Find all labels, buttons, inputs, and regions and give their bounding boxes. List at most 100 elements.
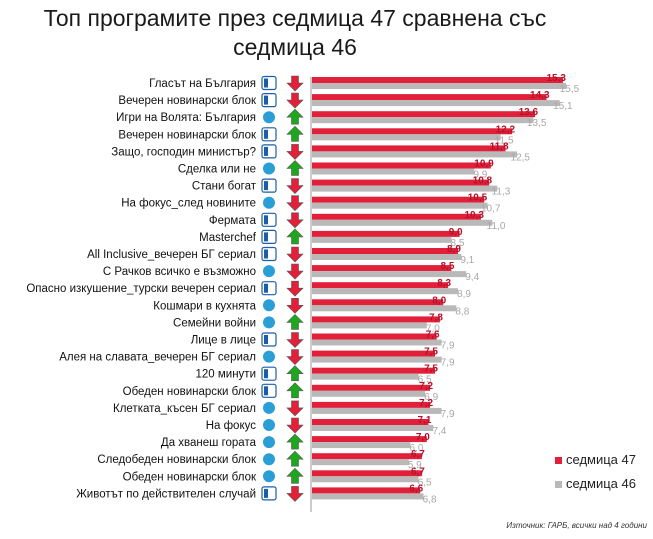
arrow-up-icon (286, 467, 304, 484)
bar-week46 (312, 288, 458, 295)
data-label-week46: 9,1 (460, 255, 474, 266)
nova-logo-icon (262, 435, 276, 450)
data-label-week47: 15,3 (546, 73, 566, 84)
data-label-week46: 6,0 (409, 443, 423, 454)
btv-logo-mark (264, 249, 268, 259)
category-label: All Inclusive_вечерен БГ сериал (87, 249, 256, 261)
nova-logo-icon (262, 110, 276, 125)
bar-week46 (312, 390, 426, 397)
arrow-up-icon (286, 125, 304, 142)
bar-week46 (312, 459, 409, 466)
arrow-down-icon (286, 349, 304, 366)
bar-week47 (312, 453, 422, 460)
category-label: 120 минути (195, 369, 256, 381)
btv-logo-mark (264, 488, 268, 498)
btv-logo-mark (264, 283, 268, 293)
data-label-week47: 10,8 (473, 176, 493, 187)
category-label: Гласът на България (149, 78, 256, 90)
data-label-week47: 6,7 (411, 449, 425, 460)
nova-logo-icon (262, 418, 276, 432)
data-label-week47: 9,0 (449, 227, 463, 238)
bar-week47 (312, 299, 444, 306)
bar-week47 (312, 436, 427, 443)
nova-logo-icon (262, 315, 276, 330)
arrow-down-icon (286, 263, 304, 280)
bar-week46 (312, 219, 493, 226)
btv-logo-mark (264, 78, 268, 88)
bar-week47 (312, 248, 458, 254)
data-label-week46: 7,9 (441, 358, 455, 369)
legend-item-week47: седмица 47 (555, 452, 636, 467)
arrow-down-icon (286, 297, 304, 314)
btv-logo-mark (264, 386, 268, 396)
arrow-down-icon (286, 486, 304, 502)
nova-logo-icon (262, 469, 276, 484)
bar-week47 (312, 367, 435, 374)
bar-week46 (312, 356, 442, 363)
category-label: Да хванеш гората (161, 437, 257, 449)
data-label-week46: 6,8 (423, 494, 437, 505)
arrow-up-icon (286, 433, 304, 450)
category-label: Следобеден новинарски блок (97, 454, 257, 466)
bar-week46 (312, 322, 427, 329)
bar-week47 (312, 316, 440, 323)
btv-logo-mark (264, 146, 268, 156)
data-label-week46: 9,4 (465, 272, 479, 283)
bar-week46 (312, 236, 452, 243)
bar-week47 (312, 145, 506, 152)
data-label-week46: 12,5 (511, 152, 531, 163)
bar-week46 (312, 168, 475, 175)
data-label-week46: 11,5 (495, 135, 514, 146)
data-label-week46: 7,9 (441, 409, 455, 420)
bar-week47 (312, 179, 490, 186)
data-label-week47: 7,1 (418, 415, 432, 426)
bar-week46 (312, 493, 424, 500)
data-label-week47: 6,6 (409, 483, 423, 494)
data-label-week47: 7,5 (424, 347, 438, 358)
arrow-down-icon (286, 75, 304, 92)
bar-week46 (312, 185, 498, 192)
bar-week47 (312, 282, 449, 289)
bar-week47 (312, 265, 452, 272)
btv-logo-mark (264, 181, 268, 191)
arrow-down-icon (286, 332, 304, 348)
category-label: Стани богат (192, 181, 257, 193)
legend-swatch-week47 (555, 457, 562, 465)
arrow-up-icon (286, 382, 304, 399)
arrow-down-icon (286, 400, 304, 417)
bar-week46 (312, 339, 442, 346)
data-label-week47: 11,8 (490, 141, 509, 152)
bar-week46 (312, 254, 462, 260)
chart-title: Топ програмите през седмица 47 сравнена … (43, 5, 547, 60)
arrow-down-icon (286, 280, 304, 297)
data-label-week47: 10,3 (464, 210, 484, 221)
category-label: Обеден новинарски блок (123, 471, 257, 483)
bar-week46 (312, 407, 442, 414)
data-label-week47: 8,0 (432, 295, 446, 306)
bar-week47 (312, 419, 429, 425)
data-label-week47: 7,0 (416, 432, 430, 443)
bar-week47 (312, 77, 563, 83)
nova-logo-icon (262, 400, 276, 415)
data-label-week47: 7,8 (429, 312, 443, 323)
category-label: Masterchef (199, 232, 257, 244)
data-label-week46: 7,0 (426, 323, 440, 334)
data-label-week47: 12,2 (496, 124, 516, 135)
bar-week47 (312, 487, 421, 494)
arrow-up-icon (286, 365, 304, 382)
arrow-up-icon (286, 108, 304, 125)
category-label: Защо, господин министър? (111, 146, 256, 158)
data-label-week46: 6,9 (424, 392, 438, 403)
bar-week46 (312, 425, 434, 431)
data-label-week47: 8,3 (437, 278, 451, 289)
bar-week46 (312, 151, 517, 158)
category-label: Вечерен новинарски блок (118, 129, 257, 141)
arrow-down-icon (286, 417, 304, 434)
bar-week47 (312, 401, 431, 408)
bar-week47 (312, 94, 547, 101)
btv-logo-mark (264, 369, 268, 379)
bar-week46 (312, 442, 411, 449)
source-note: Източник: ГАРБ, всички над 4 години (506, 521, 647, 530)
nova-logo-icon (262, 349, 276, 364)
category-label: На фокус (206, 420, 257, 432)
